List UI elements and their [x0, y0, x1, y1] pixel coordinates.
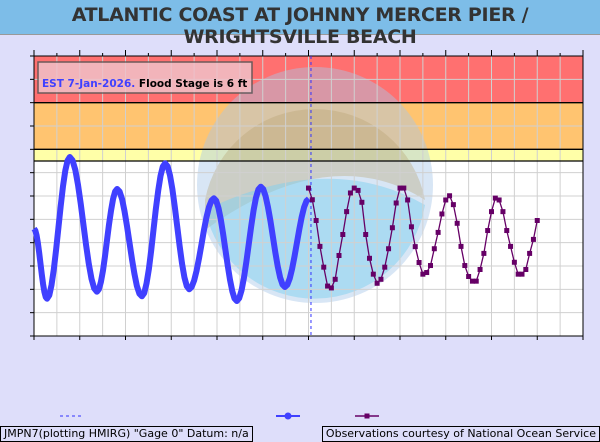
forecast-point: [431, 246, 437, 252]
forecast-point: [523, 267, 529, 272]
forecast-point: [447, 193, 453, 199]
title-bar: ATLANTIC COAST AT JOHNNY MERCER PIER / W…: [0, 0, 600, 48]
forecast-point: [492, 195, 498, 201]
forecast-point: [534, 218, 540, 223]
forecast-point: [332, 276, 338, 282]
forecast-point: [469, 278, 475, 284]
forecast-point: [355, 187, 361, 193]
forecast-point: [313, 218, 319, 223]
forecast-point: [477, 267, 483, 272]
forecast-point: [420, 271, 426, 277]
latest-value-date: EST 7-Jan-2026.: [42, 78, 135, 90]
forecast-point: [515, 271, 521, 277]
observed-series-line: [31, 154, 311, 304]
forecast-point: [393, 200, 399, 206]
forecast-point: [344, 209, 350, 215]
chart-title: ATLANTIC COAST AT JOHNNY MERCER PIER / W…: [71, 4, 529, 48]
forecast-point: [458, 243, 464, 249]
noaa-watermark-top: [205, 109, 425, 230]
forecast-point: [382, 264, 388, 270]
forecast-point: [500, 209, 506, 215]
forecast-point: [416, 260, 422, 265]
forecast-point: [485, 228, 491, 234]
forecast-point: [530, 236, 536, 242]
forecast-point: [454, 220, 460, 226]
forecast-point: [351, 185, 357, 191]
forecast-point: [306, 185, 311, 191]
forecast-point: [408, 224, 414, 230]
forecast-point: [412, 244, 418, 250]
gage-info: JMPN7(plotting HMIRG) "Gage 0" Datum: n/…: [0, 426, 253, 442]
forecast-point: [401, 185, 407, 191]
forecast-point: [370, 271, 376, 277]
forecast-point: [450, 202, 456, 208]
forecast-point: [321, 264, 327, 270]
forecast-point: [340, 232, 346, 237]
forecast-point: [397, 185, 403, 191]
noaa-watermark-bottom: [205, 178, 425, 299]
forecast-point: [328, 285, 334, 291]
forecast-point: [325, 283, 331, 289]
forecast-point: [389, 225, 395, 231]
forecast-point: [489, 209, 494, 215]
latest-value-box: [37, 61, 253, 94]
forecast-point: [466, 274, 472, 279]
forecast-point: [367, 255, 372, 261]
forecast-point: [374, 280, 380, 286]
forecast-point: [511, 259, 517, 265]
forecast-point: [439, 211, 445, 217]
forecast-point: [347, 190, 353, 196]
forecast-point: [473, 278, 479, 284]
forecast-point: [435, 229, 441, 235]
forecast-point: [481, 250, 487, 256]
forecast-point: [519, 271, 525, 277]
forecast-point: [504, 228, 510, 234]
observations-credit: Observations courtesy of National Ocean …: [321, 426, 600, 442]
forecast-point: [443, 197, 449, 203]
forecast-point: [527, 250, 533, 256]
forecast-point: [386, 246, 392, 252]
forecast-point: [378, 276, 384, 282]
flood-stage-text: Flood Stage is 6 ft: [135, 78, 247, 90]
latest-value-line2: EST 7-Jan-2026. Flood Stage is 6 ft: [42, 78, 247, 90]
forecast-point: [496, 197, 502, 203]
forecast-point: [462, 263, 468, 269]
forecast-point: [309, 197, 315, 203]
legend-observed-marker-icon: [284, 412, 292, 420]
forecast-point: [359, 199, 365, 205]
forecast-point: [428, 263, 433, 269]
forecast-point: [424, 270, 430, 276]
forecast-point: [317, 243, 323, 249]
forecast-point: [336, 253, 342, 258]
forecast-point: [363, 232, 369, 237]
legend-forecast-marker-icon: [364, 413, 370, 419]
forecast-point: [405, 197, 411, 203]
forecast-point: [508, 243, 514, 249]
